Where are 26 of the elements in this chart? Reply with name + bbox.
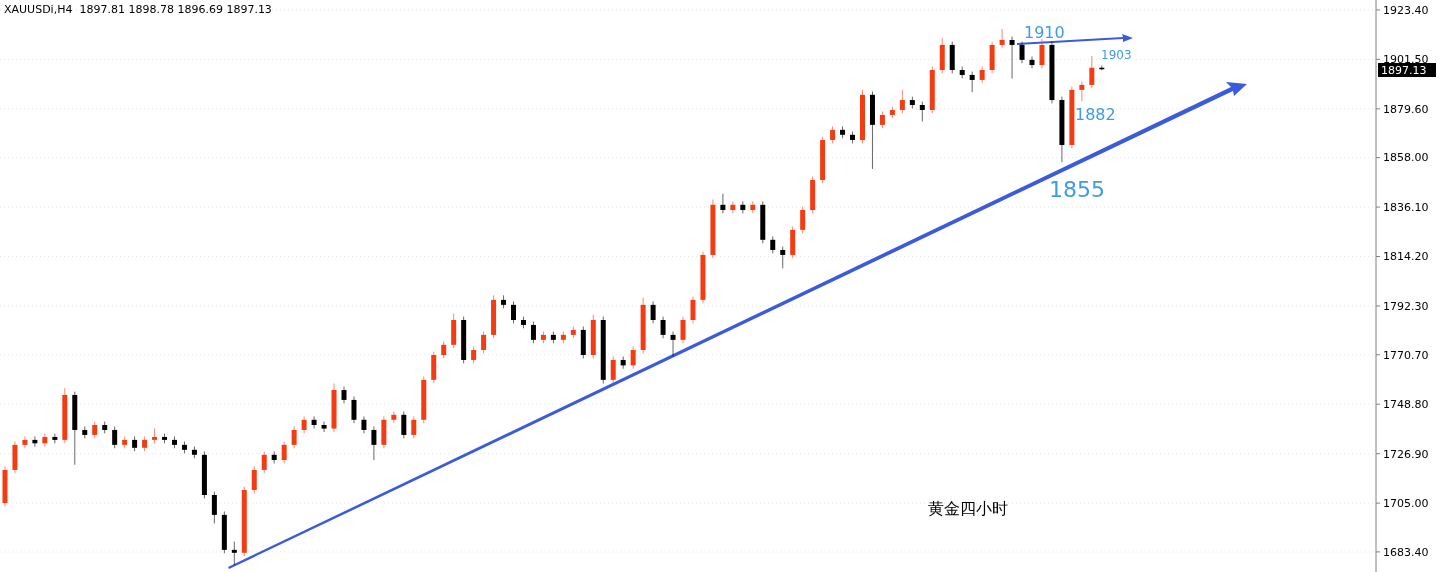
annotation: 1903	[1101, 48, 1132, 62]
candlestick	[22, 436, 28, 449]
y-tick-label: 1836.10	[1383, 200, 1429, 214]
candlestick	[311, 415, 317, 429]
y-tick-label: 1792.30	[1383, 299, 1429, 313]
y-tick-label: 1748.80	[1383, 398, 1429, 412]
candlestick	[1029, 55, 1035, 69]
y-tick-label: 1770.70	[1383, 348, 1429, 362]
y-tick-label: 1705.00	[1383, 496, 1429, 510]
annotation: 1882	[1075, 105, 1116, 124]
candlestick	[391, 410, 397, 424]
y-tick-label: 1683.40	[1383, 545, 1429, 559]
y-tick-label: 1879.60	[1383, 102, 1429, 116]
annotation: 1855	[1049, 177, 1105, 202]
annotation: 1910	[1024, 23, 1065, 42]
chart-title: XAUUSDi,H4 1897.81 1898.78 1896.69 1897.13	[4, 3, 272, 16]
text: 1897.13	[1381, 64, 1427, 77]
y-tick-label: 1814.20	[1383, 250, 1429, 264]
y-tick-label: 1923.40	[1383, 3, 1429, 17]
y-tick-label: 1858.00	[1383, 151, 1429, 165]
candlestick	[321, 421, 327, 433]
candlestick	[730, 200, 736, 214]
annotation: 黄金四小时	[928, 499, 1008, 518]
y-tick-label: 1726.90	[1383, 447, 1429, 461]
candlestick	[42, 433, 48, 448]
y-tick-label: 1901.50	[1383, 53, 1429, 67]
